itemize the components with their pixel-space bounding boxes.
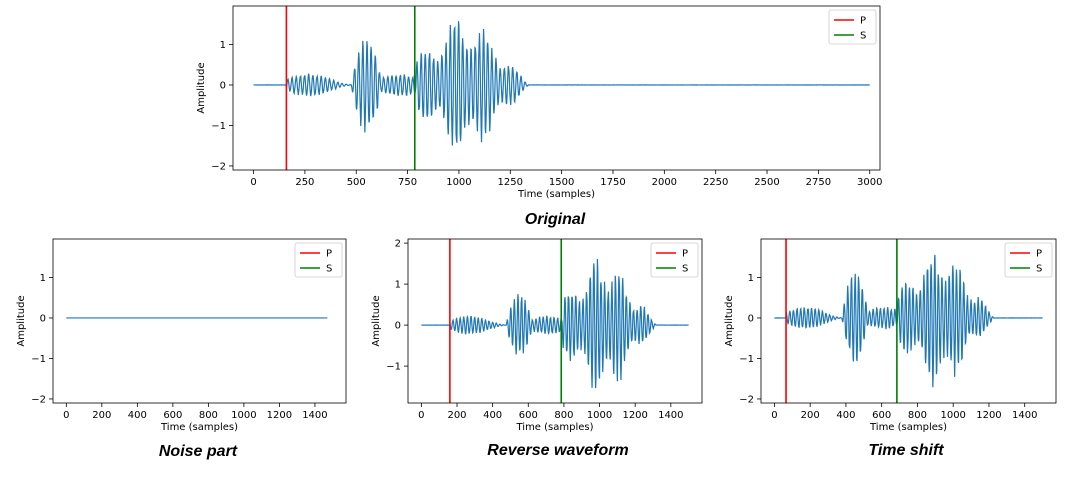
x-tick-label: 600 — [872, 410, 891, 421]
chart-panel: 0 250 500 750 1000 1250 1500 1750 2000 2250 2500 27… — [196, 5, 882, 228]
legend-box — [828, 9, 877, 45]
y-axis-label: Amplitude — [371, 295, 382, 346]
legend-p-label: P — [682, 249, 688, 260]
x-tick-label: 1200 — [267, 410, 292, 421]
panel-caption: Time shift — [868, 442, 944, 459]
x-tick-label: 0 — [250, 177, 256, 188]
plot-frame — [407, 238, 703, 404]
x-tick-label: 200 — [447, 410, 466, 421]
x-axis-label: Time (samples) — [160, 422, 238, 433]
y-tick-label: 0 — [748, 313, 754, 324]
panel-caption: Noise part — [159, 443, 238, 460]
legend-p-label: P — [1036, 249, 1042, 260]
legend: PS — [1004, 242, 1053, 278]
waveform-line — [774, 254, 1043, 388]
x-axis-label: Time (samples) — [869, 422, 947, 433]
legend-box — [1004, 242, 1053, 278]
x-tick-label: 1250 — [498, 177, 523, 188]
y-tick-label: −2 — [211, 161, 226, 172]
legend-p-label: P — [860, 16, 866, 27]
waveform-line — [421, 258, 689, 389]
y-tick-label: 1 — [748, 273, 754, 284]
legend: PS — [294, 242, 343, 278]
plot-frame — [52, 238, 347, 404]
x-tick-label: 1400 — [658, 410, 683, 421]
x-tick-label: 0 — [771, 410, 777, 421]
legend-s-label: S — [326, 264, 332, 275]
plot-frame — [760, 238, 1057, 404]
y-tick-label: −1 — [386, 362, 401, 373]
legend-s-label: S — [682, 264, 688, 275]
x-axis-label: Time (samples) — [517, 189, 595, 200]
y-tick-label: 0 — [395, 321, 401, 332]
x-tick-label: 200 — [801, 410, 820, 421]
x-tick-label: 1000 — [587, 410, 612, 421]
panel-caption: Original — [525, 211, 586, 228]
x-tick-label: 200 — [92, 410, 111, 421]
x-tick-label: 400 — [836, 410, 855, 421]
x-tick-label: 1200 — [976, 410, 1001, 421]
legend-p-label: P — [326, 249, 332, 260]
legend: PS — [828, 9, 877, 45]
y-tick-label: 1 — [220, 40, 226, 51]
y-tick-label: −1 — [739, 354, 754, 365]
x-tick-label: 3000 — [857, 177, 882, 188]
y-tick-label: 2 — [395, 239, 401, 250]
legend-box — [294, 242, 343, 278]
x-tick-label: 0 — [63, 410, 69, 421]
x-tick-label: 800 — [554, 410, 573, 421]
chart-panel: 0 200 400 600 800 1000 1200 1400 −2 −1 0 1 Time (sam… — [16, 238, 347, 460]
x-tick-label: 1000 — [446, 177, 471, 188]
x-tick-label: 800 — [908, 410, 927, 421]
y-tick-label: 1 — [395, 280, 401, 291]
x-tick-label: 250 — [295, 177, 314, 188]
x-tick-label: 2000 — [652, 177, 677, 188]
x-tick-label: 600 — [519, 410, 538, 421]
y-tick-label: 0 — [220, 80, 226, 91]
y-axis-label: Amplitude — [196, 62, 207, 113]
x-tick-label: 600 — [163, 410, 182, 421]
waveform-line — [253, 21, 870, 146]
x-tick-label: 1400 — [302, 410, 327, 421]
y-tick-label: −1 — [211, 121, 226, 132]
x-tick-label: 800 — [199, 410, 218, 421]
x-tick-label: 1400 — [1012, 410, 1037, 421]
legend-box — [650, 242, 699, 278]
y-tick-label: −1 — [31, 354, 46, 365]
y-tick-label: −2 — [739, 394, 754, 405]
x-tick-label: 2750 — [806, 177, 831, 188]
x-tick-label: 2500 — [754, 177, 779, 188]
y-axis-label: Amplitude — [724, 295, 735, 346]
x-tick-label: 1000 — [940, 410, 965, 421]
chart-panel: 0 200 400 600 800 1000 1200 1400 −2 −1 0 1 Time (sam… — [724, 238, 1057, 459]
x-tick-label: 2250 — [703, 177, 728, 188]
plot-frame — [232, 5, 881, 171]
x-tick-label: 400 — [128, 410, 147, 421]
x-tick-label: 1000 — [231, 410, 256, 421]
panel-caption: Reverse waveform — [487, 442, 628, 459]
y-axis-label: Amplitude — [16, 295, 27, 346]
y-tick-label: 1 — [40, 273, 46, 284]
x-axis-label: Time (samples) — [515, 422, 593, 433]
x-tick-label: 400 — [483, 410, 502, 421]
legend: PS — [650, 242, 699, 278]
y-tick-label: −2 — [31, 394, 46, 405]
x-tick-label: 500 — [347, 177, 366, 188]
x-tick-label: 1750 — [600, 177, 625, 188]
x-tick-label: 1500 — [549, 177, 574, 188]
x-tick-label: 0 — [418, 410, 424, 421]
legend-s-label: S — [860, 31, 866, 42]
legend-s-label: S — [1036, 264, 1042, 275]
y-tick-label: 0 — [40, 313, 46, 324]
x-tick-label: 1200 — [622, 410, 647, 421]
x-tick-label: 750 — [398, 177, 417, 188]
chart-panel: 0 200 400 600 800 1000 1200 1400 −1 0 1 2 Time (samp… — [371, 238, 703, 459]
